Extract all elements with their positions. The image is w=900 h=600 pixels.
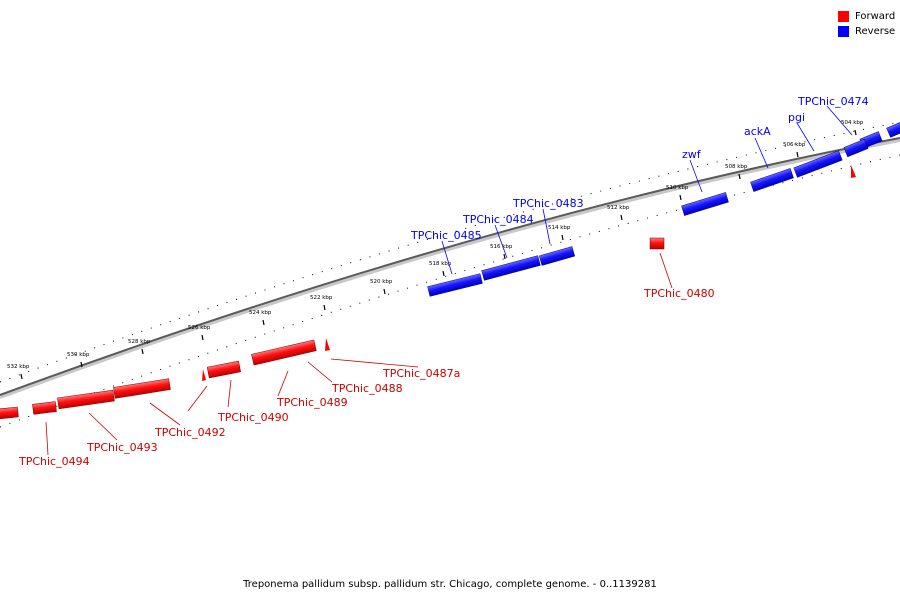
tick-mark (561, 234, 564, 241)
gene-TPChic_0492[interactable] (113, 378, 171, 399)
scale-ticks: 504 kbp 506 kbp 508 kbp 510 kbp 512 kbp 514 k… (7, 120, 864, 380)
tick-mark (262, 319, 265, 326)
tick-label: 518 kbp (429, 261, 452, 267)
tick-label: 506 kbp (783, 142, 806, 148)
tick-mark (20, 373, 23, 380)
label-TPChic_0487a: TPChic_0487a (382, 367, 460, 380)
gene-TPChic_0493[interactable] (57, 389, 115, 410)
reverse-swatch (838, 26, 849, 37)
label-TPChic_0488: TPChic_0488 (331, 382, 403, 395)
label-TPChic_0489: TPChic_0489 (276, 396, 348, 409)
label-leaders (45, 105, 853, 456)
label-TPChic_0484: TPChic_0484 (462, 213, 534, 226)
label-ackA: ackA (744, 125, 771, 138)
tick-mark (80, 361, 83, 368)
tick-label: 524 kbp (249, 310, 272, 316)
tick-label: 530 kbp (67, 352, 90, 358)
label-TPChic_0493: TPChic_0493 (86, 441, 158, 454)
tick-label: 532 kbp (7, 364, 30, 370)
legend: Forward Reverse (838, 9, 895, 39)
tick-mark (383, 288, 386, 295)
tick-mark (323, 304, 326, 311)
gene-TPChic_0485[interactable] (427, 273, 483, 297)
label-TPChic_0483: TPChic_0483 (512, 197, 584, 210)
label-TPChic_0474: TPChic_0474 (797, 95, 869, 108)
tick-label: 504 kbp (841, 120, 864, 126)
tick-mark (738, 173, 741, 180)
forward-swatch (838, 11, 849, 22)
gene-TPChic_0480[interactable] (649, 237, 665, 250)
tick-label: 516 kbp (490, 244, 513, 250)
tick-mark (854, 129, 857, 136)
label-TPChic_0492: TPChic_0492 (154, 426, 226, 439)
legend-reverse-label: Reverse (855, 26, 896, 37)
tick-label: 522 kbp (310, 295, 333, 301)
tick-mark (503, 253, 506, 260)
backbone (0, 137, 900, 396)
tick-mark (442, 270, 445, 277)
tick-mark (679, 194, 682, 201)
tick-mark (141, 348, 144, 355)
forward-gene-track (0, 165, 856, 420)
label-TPChic_0480: TPChic_0480 (643, 287, 715, 300)
gene-block-extra[interactable] (843, 138, 869, 158)
tick-label: 528 kbp (128, 339, 151, 345)
legend-reverse: Reverse (838, 24, 895, 39)
gene-pgi[interactable] (793, 150, 843, 178)
genome-caption: Treponema pallidum subsp. pallidum str. … (243, 579, 657, 590)
gene-TPChic_0488[interactable] (251, 339, 317, 366)
gene-TPChic_0494[interactable] (32, 401, 57, 415)
backbone-shadow (0, 138, 900, 399)
gene-edge-blue[interactable] (886, 121, 900, 138)
tick-label: 520 kbp (370, 279, 393, 285)
reverse-gene-track (427, 121, 900, 297)
tick-label: 510 kbp (666, 185, 689, 191)
gene-right-edge-red[interactable] (851, 165, 856, 178)
gene-TPChic_0483[interactable] (538, 246, 576, 266)
gene-TPChic_0489[interactable] (206, 360, 241, 379)
gene-TPChic_0490[interactable] (202, 369, 206, 381)
tick-label: 526 kbp (188, 325, 211, 331)
legend-forward-label: Forward (855, 11, 896, 22)
gene-TPChic_0487a[interactable] (325, 338, 330, 351)
tick-label: 508 kbp (725, 164, 748, 170)
gene-left-edge-red[interactable] (0, 406, 19, 420)
label-zwf: zwf (682, 148, 702, 161)
label-TPChic_0494: TPChic_0494 (18, 455, 90, 468)
gene-zwf[interactable] (681, 192, 729, 216)
label-TPChic_0490: TPChic_0490 (217, 411, 289, 424)
gene-TPChic_0484[interactable] (481, 255, 541, 281)
tick-label: 512 kbp (607, 205, 630, 211)
tick-label: 514 kbp (548, 225, 571, 231)
gene-ackA[interactable] (750, 168, 794, 192)
label-TPChic_0485: TPChic_0485 (410, 229, 482, 242)
tick-mark (796, 151, 799, 158)
tick-mark (620, 214, 623, 221)
legend-forward: Forward (838, 9, 895, 24)
tick-mark (201, 334, 204, 341)
forward-guide-line (0, 154, 900, 428)
label-pgi: pgi (788, 111, 805, 124)
